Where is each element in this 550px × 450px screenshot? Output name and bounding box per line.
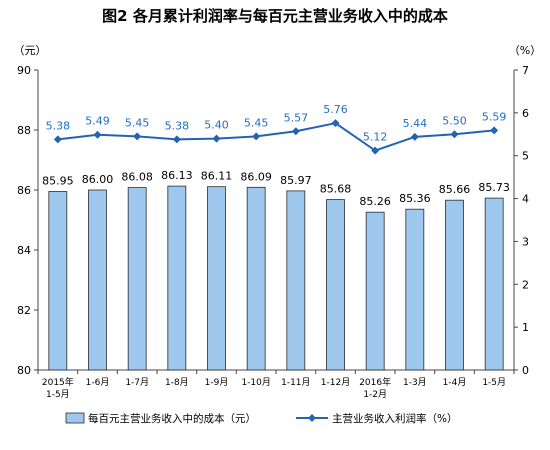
line-data-label: 5.45 (244, 116, 269, 129)
bar (326, 199, 345, 371)
left-axis-unit: （元） (14, 44, 47, 57)
line-data-label: 5.59 (482, 110, 507, 123)
left-axis-tick-label: 82 (17, 304, 31, 317)
x-axis-tick-label: 1-7月 (125, 377, 149, 388)
bar (88, 189, 107, 371)
bar-data-label: 86.09 (240, 170, 272, 183)
x-axis-tick-label: 1-12月 (321, 377, 350, 388)
line-data-label: 5.45 (125, 116, 150, 129)
bar (48, 191, 68, 371)
x-axis-tick-label: 2016年 (359, 376, 391, 388)
bar-data-label: 85.26 (359, 195, 391, 208)
legend-bar-swatch (65, 412, 85, 424)
line-data-label: 5.49 (85, 115, 110, 128)
bar (286, 190, 306, 371)
line-data-label: 5.12 (363, 131, 388, 144)
line-point-marker (331, 119, 340, 128)
x-axis-tick-label: 1-9月 (205, 377, 229, 388)
line-data-label: 5.50 (442, 114, 467, 127)
bar (246, 186, 266, 371)
right-axis-tick-label: 4 (522, 193, 529, 206)
bar-data-label: 86.11 (201, 170, 233, 183)
x-axis-tick-label: 2015年 (42, 376, 74, 388)
bar (167, 185, 187, 371)
line-point-marker (252, 132, 261, 141)
right-axis-tick-label: 5 (522, 150, 529, 163)
left-axis-tick-label: 88 (17, 124, 31, 137)
chart-title: 图2 各月累计利润率与每百元主营业务收入中的成本 (102, 7, 448, 25)
x-axis-tick-label: 1-6月 (86, 377, 110, 388)
x-axis-tick-label: 1-2月 (363, 389, 387, 400)
bar (127, 187, 147, 371)
line-data-label: 5.76 (323, 103, 348, 116)
left-axis-tick-label: 84 (17, 244, 31, 257)
line-point-marker (172, 135, 181, 144)
x-axis-tick-label: 1-10月 (241, 377, 270, 388)
line-point-marker (450, 130, 459, 139)
right-axis-unit: （%） (509, 44, 541, 57)
line-data-label: 5.38 (165, 119, 190, 132)
right-axis-tick-label: 6 (522, 107, 529, 120)
line-point-marker (371, 146, 380, 155)
left-axis-tick-label: 80 (17, 364, 31, 377)
bar-data-label: 86.08 (121, 171, 153, 184)
line-point-marker (490, 126, 499, 135)
bar-data-label: 85.73 (478, 181, 510, 194)
line-data-label: 5.57 (284, 111, 309, 124)
line-data-label: 5.44 (403, 117, 428, 130)
bar (405, 208, 425, 371)
legend-bar-label: 每百元主营业务收入中的成本（元） (88, 412, 256, 425)
x-axis-tick-label: 1-8月 (165, 377, 189, 388)
bar (365, 211, 385, 371)
bar-data-label: 85.95 (42, 175, 74, 188)
line-point-marker (410, 132, 419, 141)
x-axis-tick-label: 1-5月 (482, 377, 506, 388)
bar-data-label: 85.36 (399, 192, 431, 205)
right-axis-tick-label: 0 (522, 364, 529, 377)
line-point-marker (291, 127, 300, 136)
legend-line-label: 主营业务收入利润率（%） (332, 412, 457, 425)
legend-line-marker (308, 414, 316, 422)
legend: 每百元主营业务收入中的成本（元） 主营业务收入利润率（%） (65, 412, 457, 425)
bar (484, 197, 504, 371)
bar (207, 186, 226, 371)
x-axis-tick-label: 1-3月 (403, 377, 427, 388)
x-axis-tick-label: 1-11月 (281, 377, 310, 388)
left-axis-tick-label: 90 (17, 64, 31, 77)
bar-data-label: 86.13 (161, 169, 193, 182)
right-axis-tick-label: 3 (522, 235, 529, 248)
right-axis-tick-label: 2 (522, 278, 529, 291)
line-point-marker (93, 130, 102, 139)
bar-data-label: 85.68 (320, 183, 352, 196)
bar-data-label: 85.97 (280, 174, 312, 187)
right-axis-tick-label: 7 (522, 64, 529, 77)
left-axis-tick-label: 86 (17, 184, 31, 197)
line-point-marker (53, 135, 62, 144)
x-axis-tick-label: 1-4月 (443, 377, 467, 388)
line-data-label: 5.40 (204, 119, 229, 132)
right-axis-tick-label: 1 (522, 321, 529, 334)
line-data-label: 5.38 (46, 119, 71, 132)
line-point-marker (212, 134, 221, 143)
bar-data-label: 85.66 (439, 183, 471, 196)
line-point-marker (133, 132, 142, 141)
x-axis-tick-label: 1-5月 (46, 389, 70, 400)
line-series-path (57, 122, 495, 152)
bar-data-label: 86.00 (82, 173, 114, 186)
bar (445, 199, 464, 371)
